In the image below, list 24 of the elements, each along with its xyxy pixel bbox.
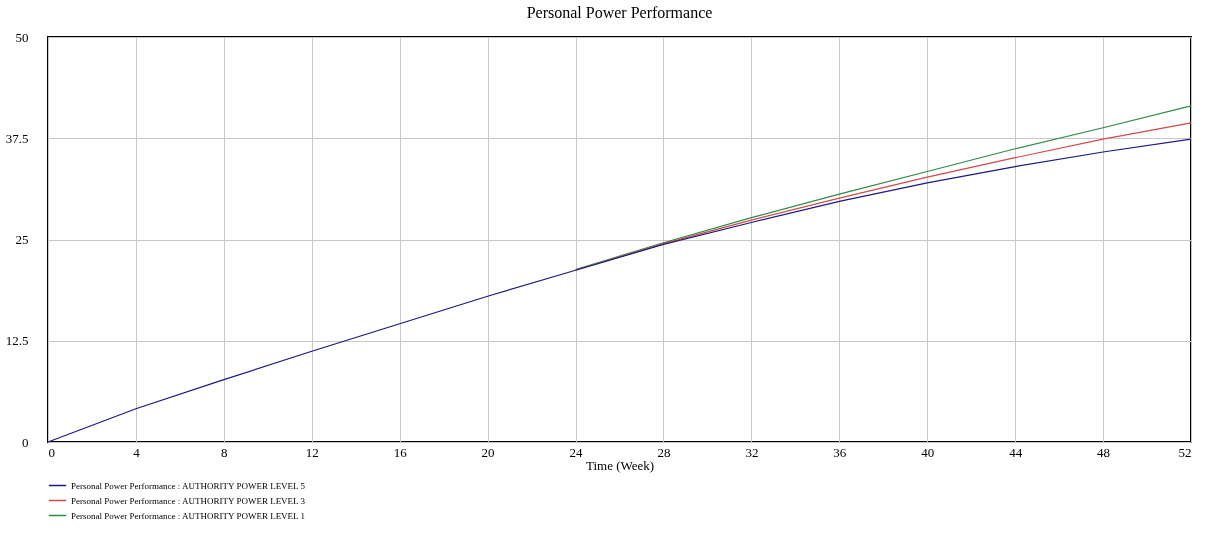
x-tick-label: 44 [1009, 444, 1023, 460]
legend-label: Personal Power Performance : AUTHORITY POWER LEVEL 5 [71, 480, 306, 491]
x-tick-label: 12 [305, 444, 319, 460]
x-tick-label: 24 [569, 444, 584, 460]
x-tick-label: 36 [833, 444, 847, 460]
x-axis-title: Time (Week) [585, 457, 655, 473]
y-tick-label: 0 [22, 434, 29, 450]
y-tick-label: 37.5 [5, 130, 29, 146]
x-tick-label: 40 [921, 444, 935, 460]
x-tick-label: 28 [657, 444, 671, 460]
x-tick-label: 16 [393, 444, 408, 460]
chart-title: Personal Power Performance [526, 4, 713, 21]
y-tick-label: 25 [15, 232, 29, 247]
x-tick-label: 0 [48, 444, 55, 460]
x-tick-label: 8 [221, 444, 228, 460]
x-tick-label: 48 [1097, 444, 1111, 460]
legend-label: Personal Power Performance : AUTHORITY POWER LEVEL 3 [71, 495, 306, 506]
legend-label: Personal Power Performance : AUTHORITY POWER LEVEL 1 [71, 510, 306, 521]
x-tick-label: 4 [133, 444, 141, 460]
y-tick-label: 50 [15, 29, 29, 45]
x-tick-label: 52 [1178, 444, 1192, 460]
x-tick-label: 20 [481, 444, 495, 460]
x-tick-label: 32 [745, 444, 759, 460]
y-tick-label: 12.5 [5, 333, 29, 349]
